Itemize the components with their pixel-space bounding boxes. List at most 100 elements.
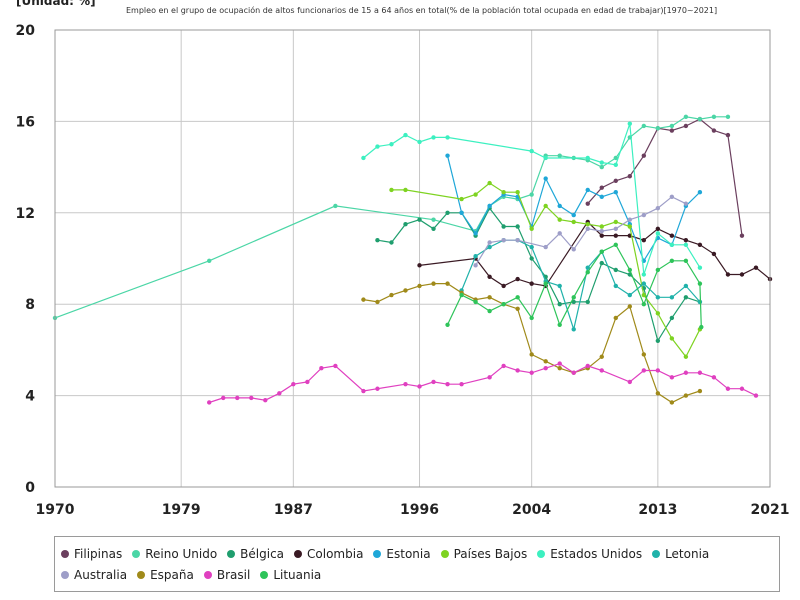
data-point	[221, 395, 226, 401]
x-tick-label: 1970	[36, 502, 75, 518]
data-point	[725, 132, 731, 138]
data-point	[529, 256, 534, 261]
data-point	[585, 187, 590, 193]
series-line	[461, 239, 701, 332]
data-point	[487, 203, 492, 209]
chart-title: Empleo en el grupo de ocupación de altos…	[126, 6, 718, 15]
data-point	[699, 324, 704, 330]
series-Brasil	[207, 361, 759, 405]
legend-item: Bélgica	[227, 543, 284, 564]
data-point	[613, 267, 618, 273]
data-point	[375, 238, 380, 243]
data-point	[613, 242, 618, 247]
data-point	[543, 176, 548, 181]
data-point	[655, 206, 661, 211]
y-tick-label: 0	[25, 480, 35, 496]
legend-swatch	[294, 549, 303, 558]
x-tick-label: 2004	[512, 502, 551, 518]
data-point	[599, 249, 604, 254]
data-point	[375, 144, 380, 149]
data-point	[459, 292, 464, 298]
data-point	[711, 128, 717, 133]
data-point	[445, 135, 450, 140]
data-point	[557, 361, 562, 366]
data-point	[655, 368, 661, 373]
data-point	[375, 386, 380, 391]
data-point	[627, 304, 633, 309]
series-Bélgica	[375, 206, 703, 343]
data-point	[613, 162, 618, 168]
data-point	[361, 155, 366, 161]
data-point	[431, 281, 436, 286]
data-point	[529, 281, 534, 286]
legend-swatch	[61, 570, 69, 579]
data-point	[403, 132, 408, 138]
series-layer	[52, 114, 773, 405]
data-point	[683, 370, 689, 375]
data-point	[487, 308, 492, 314]
data-point	[683, 354, 689, 359]
legend-item: Letonia	[652, 543, 709, 564]
data-point	[669, 375, 675, 380]
legend-swatch	[61, 549, 69, 558]
data-point	[683, 201, 689, 206]
data-point	[585, 270, 590, 275]
data-point	[473, 231, 478, 236]
data-point	[459, 210, 464, 215]
data-point	[333, 363, 338, 369]
data-point	[417, 263, 422, 268]
data-point	[557, 322, 562, 327]
data-point	[291, 381, 296, 387]
data-point	[669, 123, 675, 129]
data-point	[669, 400, 675, 405]
data-point	[487, 295, 492, 300]
legend-swatch	[227, 549, 236, 558]
data-point	[627, 174, 633, 179]
legend-swatch	[137, 570, 146, 579]
legend-swatch	[373, 549, 382, 558]
data-point	[403, 222, 408, 227]
series-line	[209, 362, 757, 404]
legend-swatch	[203, 570, 212, 579]
data-point	[487, 244, 492, 250]
data-point	[557, 153, 562, 158]
legend-label: España	[150, 567, 194, 582]
data-point	[739, 386, 745, 391]
data-point	[683, 283, 689, 289]
data-point	[571, 327, 576, 332]
data-point	[697, 190, 703, 195]
data-point	[487, 240, 492, 245]
series-Estonia	[445, 153, 703, 263]
data-point	[683, 295, 689, 300]
legend-item: Lituania	[260, 564, 321, 585]
legend-item: España	[137, 564, 194, 585]
data-point	[683, 258, 689, 263]
legend-swatch	[132, 549, 141, 558]
data-point	[431, 135, 436, 140]
data-point	[557, 203, 562, 209]
data-point	[669, 336, 675, 341]
data-point	[459, 196, 464, 202]
data-point	[501, 190, 506, 195]
data-point	[599, 354, 604, 359]
unit-label: [Unidad: %]	[16, 0, 96, 8]
data-point	[375, 299, 380, 305]
data-point	[585, 363, 590, 369]
data-point	[683, 123, 689, 129]
data-point	[235, 395, 240, 401]
data-point	[557, 365, 562, 371]
legend-label: Filipinas	[74, 546, 123, 561]
data-point	[529, 148, 534, 154]
data-point	[445, 381, 450, 387]
series-line	[419, 220, 771, 287]
legend-label: Reino Unido	[145, 546, 218, 561]
legend-item: Colombia	[294, 543, 363, 564]
data-point	[627, 292, 633, 298]
data-point	[389, 142, 394, 147]
data-point	[571, 295, 576, 300]
data-point	[655, 126, 661, 131]
data-point	[739, 233, 745, 238]
data-point	[711, 114, 717, 120]
data-point	[249, 395, 254, 401]
data-point	[599, 368, 604, 373]
